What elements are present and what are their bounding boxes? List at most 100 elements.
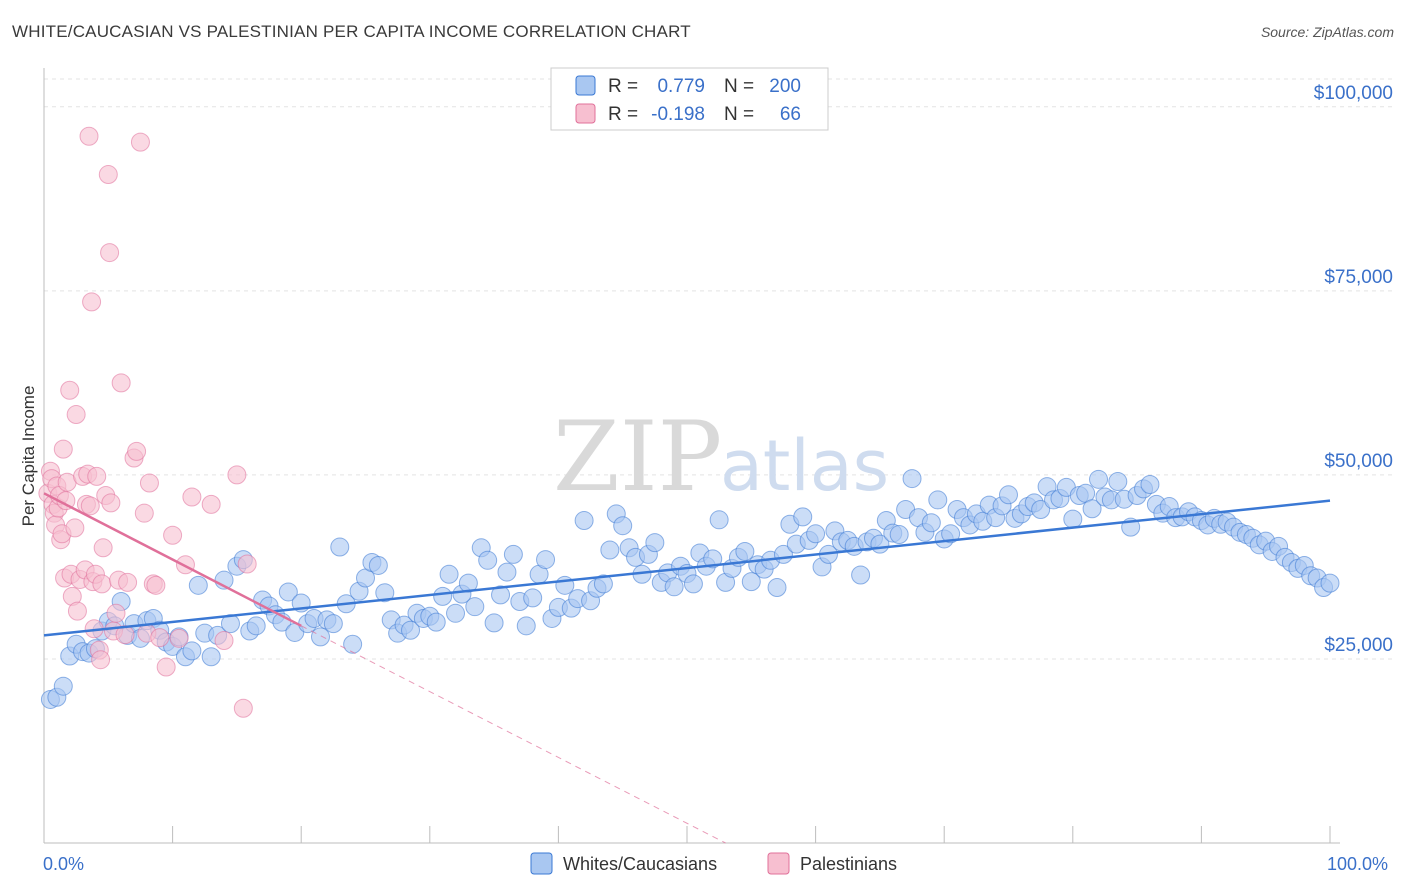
point-palestinians: [106, 603, 126, 623]
point-palestinians: [67, 601, 87, 621]
legend-n-value-whites: 200: [769, 76, 801, 97]
point-whites: [188, 575, 208, 595]
x-tick-label-max: 100.0%: [1327, 854, 1388, 874]
legend-r-value-whites: 0.779: [657, 76, 705, 97]
point-whites: [806, 524, 826, 544]
point-whites: [1089, 469, 1109, 489]
point-palestinians: [233, 698, 253, 718]
point-whites: [928, 490, 948, 510]
bottom-legend-swatch-palestinians: [767, 852, 790, 875]
point-palestinians: [93, 538, 113, 558]
point-palestinians: [80, 496, 100, 516]
point-whites: [523, 588, 543, 608]
point-whites: [889, 525, 909, 545]
point-palestinians: [92, 574, 112, 594]
point-whites: [484, 613, 504, 633]
point-whites: [201, 647, 221, 667]
point-whites: [368, 555, 388, 575]
point-palestinians: [127, 441, 147, 461]
point-palestinians: [150, 628, 170, 648]
point-whites: [1140, 474, 1160, 494]
point-whites: [600, 540, 620, 560]
point-whites: [439, 564, 459, 584]
point-whites: [664, 577, 684, 597]
point-whites: [851, 565, 871, 585]
point-whites: [709, 510, 729, 530]
point-palestinians: [182, 487, 202, 507]
point-palestinians: [82, 292, 102, 312]
point-whites: [343, 634, 363, 654]
legend-n-value-palestinians: 66: [780, 104, 801, 125]
y-tick-label: $25,000: [1324, 635, 1393, 656]
point-whites: [999, 485, 1018, 505]
point-whites: [902, 469, 922, 489]
point-palestinians: [60, 380, 80, 400]
stats-legend: R = 0.779 N = 200 R = -0.198 N = 66: [550, 67, 829, 131]
point-whites: [375, 583, 395, 603]
y-axis-label: Per Capita Income: [19, 386, 38, 527]
trend-lines: [43, 492, 1331, 844]
point-palestinians: [130, 132, 150, 152]
point-palestinians: [163, 525, 183, 545]
point-whites: [1031, 500, 1051, 520]
point-whites: [497, 562, 517, 582]
bottom-legend-label-whites: Whites/Caucasians: [563, 854, 717, 874]
point-whites: [1082, 499, 1102, 519]
point-whites: [503, 544, 523, 564]
point-palestinians: [146, 575, 166, 595]
watermark-atlas: atlas: [720, 425, 889, 507]
source-label: Source: ZipAtlas.com: [1260, 24, 1394, 40]
point-palestinians: [87, 466, 107, 486]
bottom-legend-swatch-whites: [530, 852, 553, 875]
trend-line-palestinians-extension: [300, 625, 726, 844]
point-whites: [323, 614, 343, 634]
stats-legend-box: [550, 67, 829, 131]
point-whites: [401, 620, 421, 640]
point-palestinians: [201, 494, 221, 514]
watermark-zip: ZIP: [553, 401, 722, 513]
point-whites: [1063, 509, 1083, 529]
point-whites: [703, 549, 723, 569]
x-axis-ticks: [43, 826, 1331, 843]
point-palestinians: [175, 555, 195, 575]
point-whites: [446, 603, 466, 623]
point-whites: [278, 582, 298, 602]
point-whites: [593, 574, 613, 594]
point-whites: [793, 507, 813, 527]
point-whites: [941, 524, 961, 544]
point-whites: [735, 541, 755, 561]
point-whites: [613, 516, 633, 536]
point-palestinians: [237, 554, 257, 574]
point-palestinians: [100, 243, 120, 263]
x-tick-label-min: 0.0%: [43, 854, 84, 874]
point-palestinians: [91, 650, 111, 670]
point-whites: [465, 597, 485, 617]
point-whites: [478, 550, 498, 570]
point-palestinians: [79, 126, 99, 146]
point-palestinians: [118, 572, 138, 592]
point-whites: [645, 533, 665, 553]
legend-swatch-palestinians: [575, 103, 596, 124]
point-whites: [574, 511, 594, 531]
point-palestinians: [214, 631, 234, 651]
point-palestinians: [139, 473, 159, 493]
point-whites: [330, 537, 350, 557]
point-whites: [1108, 472, 1128, 492]
point-whites: [516, 616, 536, 636]
trend-line-palestinians: [43, 492, 302, 627]
point-whites: [921, 513, 941, 533]
point-whites: [53, 676, 73, 696]
legend-r-label-palestinians: R =: [608, 104, 638, 125]
y-axis-tick-labels: $25,000 $50,000 $75,000 $100,000: [1314, 83, 1393, 656]
point-palestinians: [134, 503, 154, 523]
bottom-legend-label-palestinians: Palestinians: [800, 854, 897, 874]
point-whites: [182, 641, 202, 661]
y-tick-label: $50,000: [1324, 451, 1393, 472]
point-palestinians: [111, 373, 131, 393]
y-tick-label: $100,000: [1314, 83, 1393, 104]
y-tick-label: $75,000: [1324, 267, 1393, 288]
point-palestinians: [101, 493, 121, 513]
point-palestinians: [98, 165, 118, 185]
point-whites: [741, 572, 761, 592]
